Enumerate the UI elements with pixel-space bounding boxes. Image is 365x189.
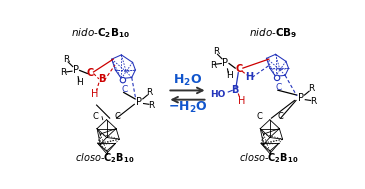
Text: $\it{closo}$-$\mathbf{C_2B_{10}}$: $\it{closo}$-$\mathbf{C_2B_{10}}$ — [238, 151, 298, 165]
Text: R: R — [213, 47, 219, 57]
Text: R: R — [308, 84, 315, 93]
Text: C: C — [115, 112, 120, 121]
Text: R: R — [64, 55, 70, 64]
Text: B: B — [98, 74, 105, 84]
Text: R: R — [310, 97, 316, 106]
Circle shape — [120, 77, 126, 83]
Text: C: C — [87, 68, 94, 78]
Text: H: H — [226, 70, 233, 80]
Text: P: P — [222, 58, 228, 68]
Text: H: H — [238, 96, 245, 106]
Text: R: R — [210, 60, 216, 70]
Text: P: P — [136, 97, 142, 107]
Text: H: H — [245, 72, 253, 82]
Circle shape — [274, 75, 280, 81]
Text: R: R — [148, 101, 154, 110]
Text: H: H — [91, 88, 98, 98]
Text: $\mathbf{-H_2O}$: $\mathbf{-H_2O}$ — [168, 100, 207, 115]
Text: B: B — [231, 85, 239, 95]
Text: R: R — [147, 88, 153, 97]
Text: *: * — [280, 67, 283, 73]
Text: C: C — [121, 85, 128, 94]
Text: C: C — [278, 112, 284, 121]
Text: C: C — [256, 112, 262, 121]
Text: HO: HO — [211, 90, 226, 99]
Text: P: P — [73, 65, 79, 75]
Text: *: * — [126, 68, 129, 74]
Text: $\it{closo}$-$\mathbf{C_2B_{10}}$: $\it{closo}$-$\mathbf{C_2B_{10}}$ — [75, 151, 135, 165]
Text: C: C — [235, 64, 243, 74]
Text: H: H — [76, 78, 83, 87]
Text: $\it{nido}$-$\mathbf{C_2B_{10}}$: $\it{nido}$-$\mathbf{C_2B_{10}}$ — [71, 26, 130, 40]
Text: C: C — [276, 83, 282, 92]
Text: $\mathbf{H_2O}$: $\mathbf{H_2O}$ — [173, 73, 202, 88]
Text: $\it{nido}$-$\mathbf{CB_9}$: $\it{nido}$-$\mathbf{CB_9}$ — [250, 26, 298, 40]
Text: R: R — [60, 68, 66, 77]
Text: P: P — [297, 93, 304, 103]
Text: C: C — [93, 112, 99, 121]
